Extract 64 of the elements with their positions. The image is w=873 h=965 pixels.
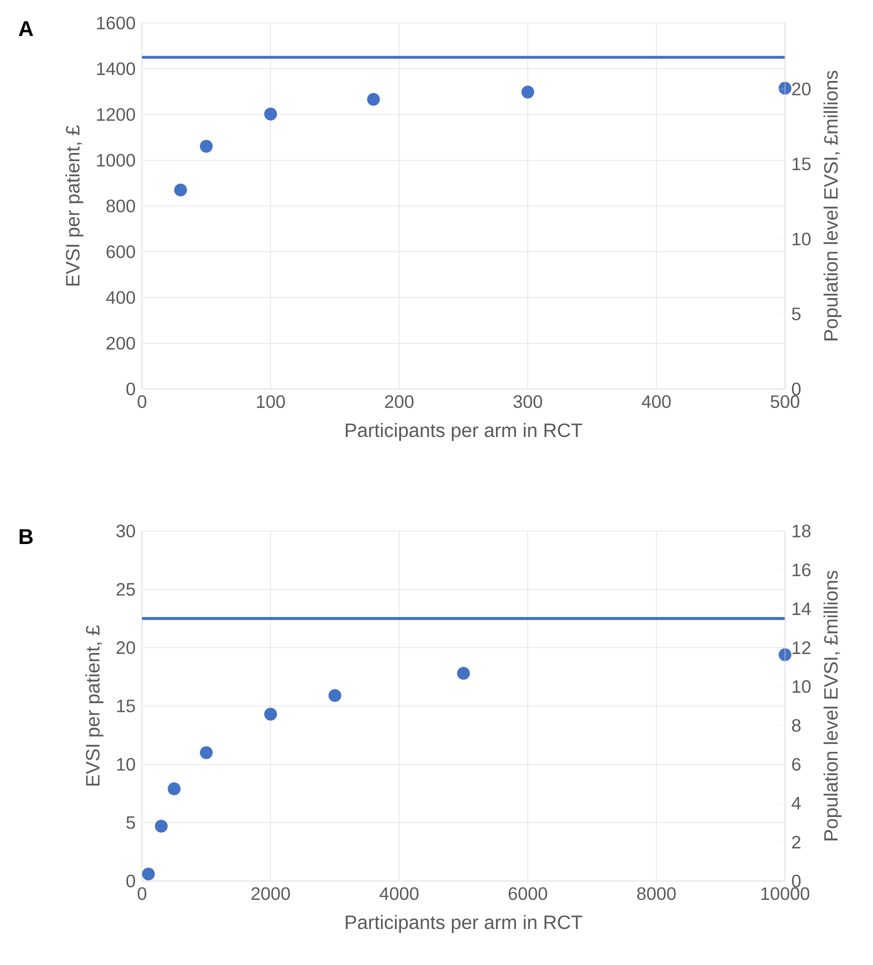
y2-tick-label: 10: [792, 232, 811, 246]
y2-tick-label: 2: [792, 836, 800, 848]
y2-tick-label: 12: [792, 641, 810, 654]
y2-tick-label: 8: [792, 719, 800, 732]
y-tick-label: 5: [126, 816, 135, 829]
y2-tick-label: 16: [792, 564, 811, 576]
x-tick-label: 10000: [761, 887, 810, 900]
y-tick-label: 600: [106, 245, 136, 258]
chart-title: B: [20, 529, 33, 544]
x-tick-label: 400: [642, 395, 671, 408]
point: [200, 140, 213, 153]
point: [168, 782, 181, 796]
y2-tick-label: 20: [792, 82, 811, 96]
x-axis-title: Participants per arm in RCT: [346, 914, 582, 933]
x-tick-label: 6000: [508, 887, 548, 900]
y-tick-label: 25: [116, 582, 135, 596]
y2-axis-title: Population level EVSI, £millions: [824, 70, 842, 340]
point: [367, 92, 380, 106]
y2-tick-label: 6: [792, 758, 800, 771]
x-tick-label: 8000: [637, 887, 676, 900]
x-tick-label: 2000: [251, 887, 290, 900]
y-tick-label: 400: [106, 291, 136, 304]
y-tick-label: 1000: [97, 154, 136, 167]
point: [264, 708, 278, 721]
y2-tick-label: 4: [792, 797, 801, 810]
point: [457, 666, 470, 680]
point: [142, 868, 155, 880]
y-tick-label: 0: [126, 382, 136, 396]
y-axis-title: EVSI per patient, £: [65, 125, 84, 286]
x-tick-label: 0: [138, 887, 146, 900]
y-tick-label: 1400: [97, 62, 136, 76]
x-tick-label: 500: [770, 395, 800, 408]
y2-tick-label: 18: [792, 524, 811, 538]
chart-title: A: [18, 21, 34, 36]
y-tick-label: 10: [117, 758, 136, 771]
y-axis-title: EVSI per patient, £: [85, 625, 104, 786]
x-tick-label: 200: [385, 395, 414, 408]
point: [778, 648, 792, 662]
y-tick-label: 800: [106, 200, 136, 212]
x-tick-label: 0: [138, 395, 146, 408]
y2-tick-label: 14: [792, 602, 811, 615]
x-tick-label: 100: [256, 395, 285, 408]
point: [328, 689, 342, 702]
y-tick-label: 1600: [97, 16, 136, 30]
y2-tick-label: 15: [792, 158, 811, 170]
x-tick-label: 300: [513, 395, 542, 408]
y-tick-label: 200: [106, 336, 136, 350]
y2-tick-label: 0: [792, 382, 801, 396]
y2-tick-label: 10: [792, 680, 811, 693]
point: [521, 86, 534, 98]
y-tick-label: 1200: [97, 108, 136, 121]
y-tick-label: 30: [116, 524, 136, 538]
point: [174, 184, 187, 196]
point: [200, 746, 213, 760]
y2-tick-label: 0: [792, 874, 801, 888]
y-tick-label: 20: [116, 641, 136, 654]
y2-axis-title: Population level EVSI, £millions: [824, 570, 842, 840]
y-tick-label: 0: [126, 874, 136, 888]
point: [264, 108, 277, 120]
y-tick-label: 15: [117, 700, 135, 712]
x-axis-title: Participants per arm in RCT: [346, 422, 582, 441]
point: [154, 820, 168, 833]
x-tick-label: 4000: [380, 887, 419, 900]
y2-tick-label: 5: [792, 308, 801, 320]
